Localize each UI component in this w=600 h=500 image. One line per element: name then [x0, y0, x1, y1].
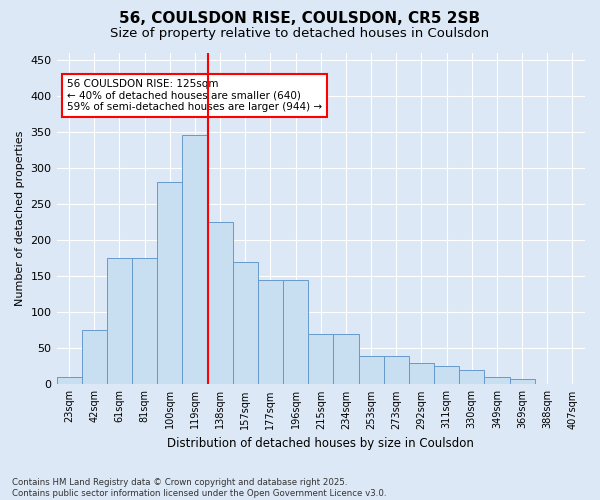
Bar	[308, 334, 334, 384]
Bar	[258, 280, 283, 384]
Text: 56, COULSDON RISE, COULSDON, CR5 2SB: 56, COULSDON RISE, COULSDON, CR5 2SB	[119, 11, 481, 26]
Bar	[459, 370, 484, 384]
Bar	[157, 182, 182, 384]
Bar	[182, 136, 208, 384]
Text: 56 COULSDON RISE: 125sqm
← 40% of detached houses are smaller (640)
59% of semi-: 56 COULSDON RISE: 125sqm ← 40% of detach…	[67, 79, 322, 112]
Bar	[208, 222, 233, 384]
Bar	[233, 262, 258, 384]
Text: Size of property relative to detached houses in Coulsdon: Size of property relative to detached ho…	[110, 28, 490, 40]
Bar	[107, 258, 132, 384]
Bar	[509, 378, 535, 384]
Bar	[283, 280, 308, 384]
Bar	[132, 258, 157, 384]
Bar	[484, 377, 509, 384]
Bar	[56, 377, 82, 384]
Y-axis label: Number of detached properties: Number of detached properties	[15, 131, 25, 306]
X-axis label: Distribution of detached houses by size in Coulsdon: Distribution of detached houses by size …	[167, 437, 474, 450]
Bar	[409, 363, 434, 384]
Bar	[334, 334, 359, 384]
Bar	[383, 356, 409, 384]
Bar	[434, 366, 459, 384]
Bar	[82, 330, 107, 384]
Text: Contains HM Land Registry data © Crown copyright and database right 2025.
Contai: Contains HM Land Registry data © Crown c…	[12, 478, 386, 498]
Bar	[359, 356, 383, 384]
